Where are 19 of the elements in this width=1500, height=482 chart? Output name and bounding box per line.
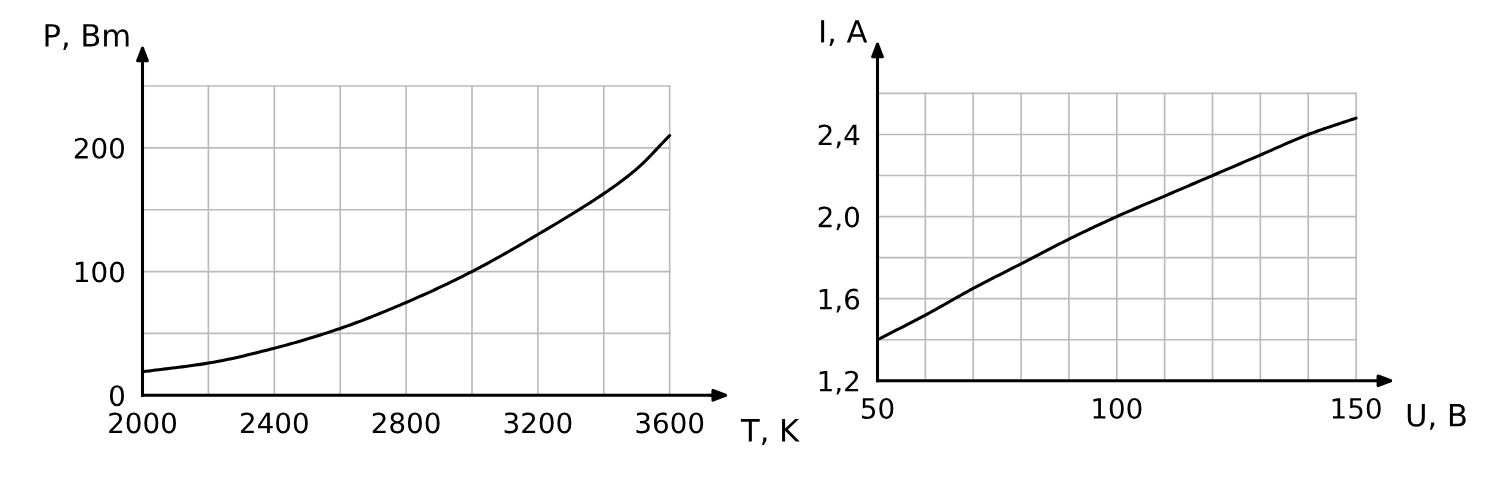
x-tick-label: 2400 [240,412,308,434]
y-tick-label: 1,2 [819,370,859,395]
x-axis-title: T, K [740,419,800,445]
y-tick-label: 2,4 [818,124,860,149]
y-tick-label: 1,6 [819,288,860,313]
y-axis-title: I, А [821,20,868,47]
y-tick-label: 0 [109,385,124,407]
x-tick-label: 2000 [109,412,176,434]
y-tick-label: 2,0 [818,206,859,231]
x-axis-title: U, В [1407,403,1466,430]
x-tick-label: 3600 [636,412,704,434]
x-tick-label: 2800 [372,412,440,434]
x-tick-label: 100 [1093,397,1142,419]
x-tick-label: 50 [861,397,894,419]
x-tick-label: 150 [1332,397,1381,419]
y-axis-title: P, Вm [45,24,129,50]
y-tick-label: 200 [74,137,124,159]
x-tick-label: 3200 [504,412,572,434]
y-tick-label: 100 [75,261,124,283]
